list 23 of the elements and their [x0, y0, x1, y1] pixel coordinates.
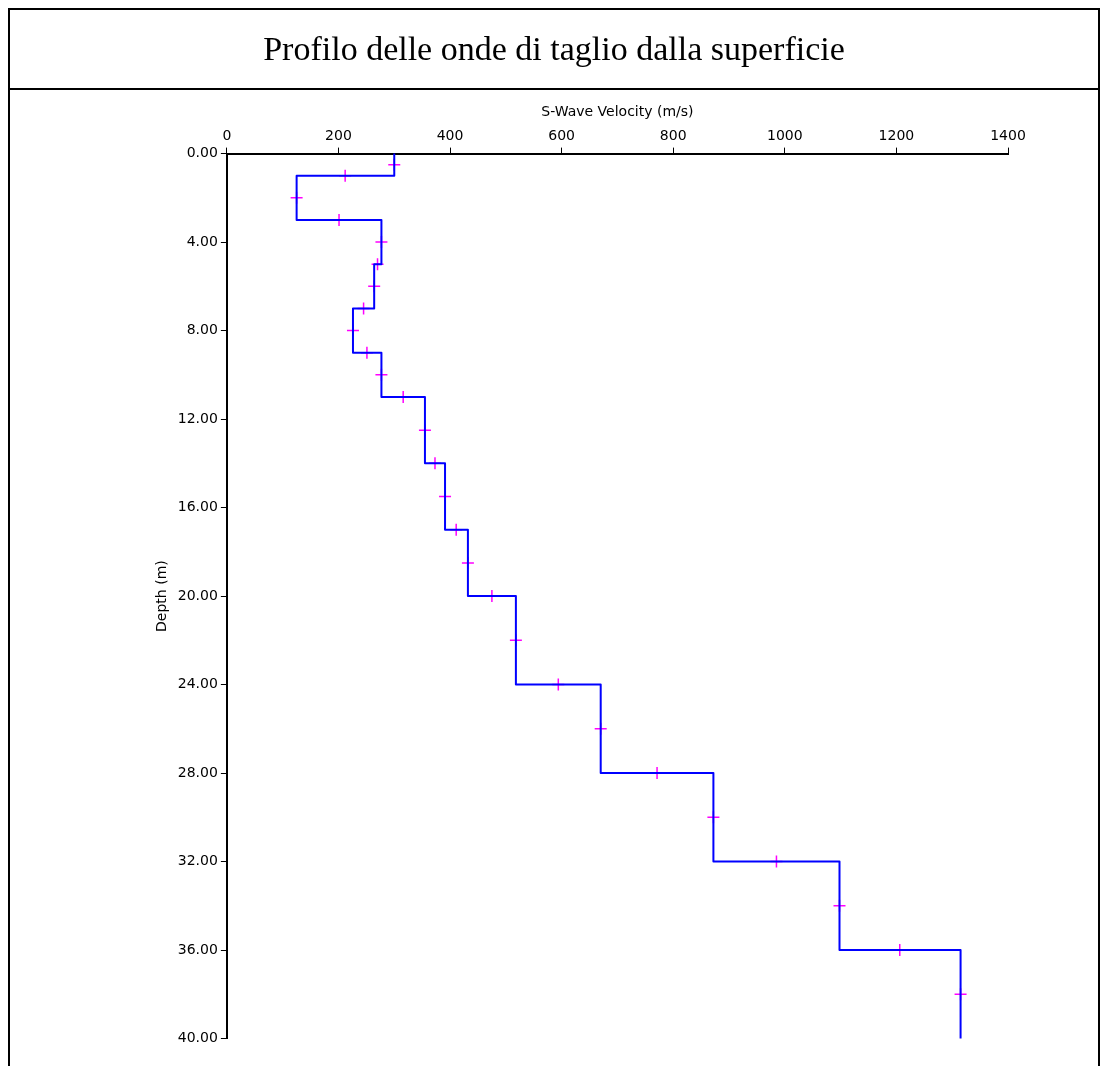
y-tick-label: 28.00	[177, 763, 218, 780]
y-tick-label: 0.00	[186, 144, 218, 161]
x-tick-label: 0	[222, 126, 232, 143]
y-tick-label: 40.00	[177, 1029, 218, 1046]
x-tick-label: 800	[659, 126, 687, 143]
y-tick-label: 32.00	[177, 852, 218, 869]
y-tick-label: 36.00	[177, 940, 218, 957]
y-tick-label: 20.00	[177, 586, 218, 603]
x-tick-label: 600	[548, 126, 576, 143]
x-tick-label: 1200	[878, 126, 915, 143]
chart-title: Profilo delle onde di taglio dalla superficie	[10, 10, 1098, 90]
x-axis-title: S-Wave Velocity (m/s)	[541, 103, 694, 120]
y-tick-label: 4.00	[186, 232, 218, 249]
x-tick-label: 1400	[990, 126, 1026, 143]
x-tick-label: 200	[325, 126, 352, 143]
x-tick-label: 400	[436, 126, 464, 143]
y-axis-title: Depth (m)	[153, 560, 170, 632]
y-tick-label: 16.00	[177, 498, 218, 515]
point	[370, 257, 385, 271]
x-tick-label: 1000	[767, 126, 803, 143]
y-tick-label: 12.00	[177, 409, 218, 426]
y-tick-label: 24.00	[177, 675, 218, 692]
y-tick-label: 8.00	[186, 321, 218, 338]
